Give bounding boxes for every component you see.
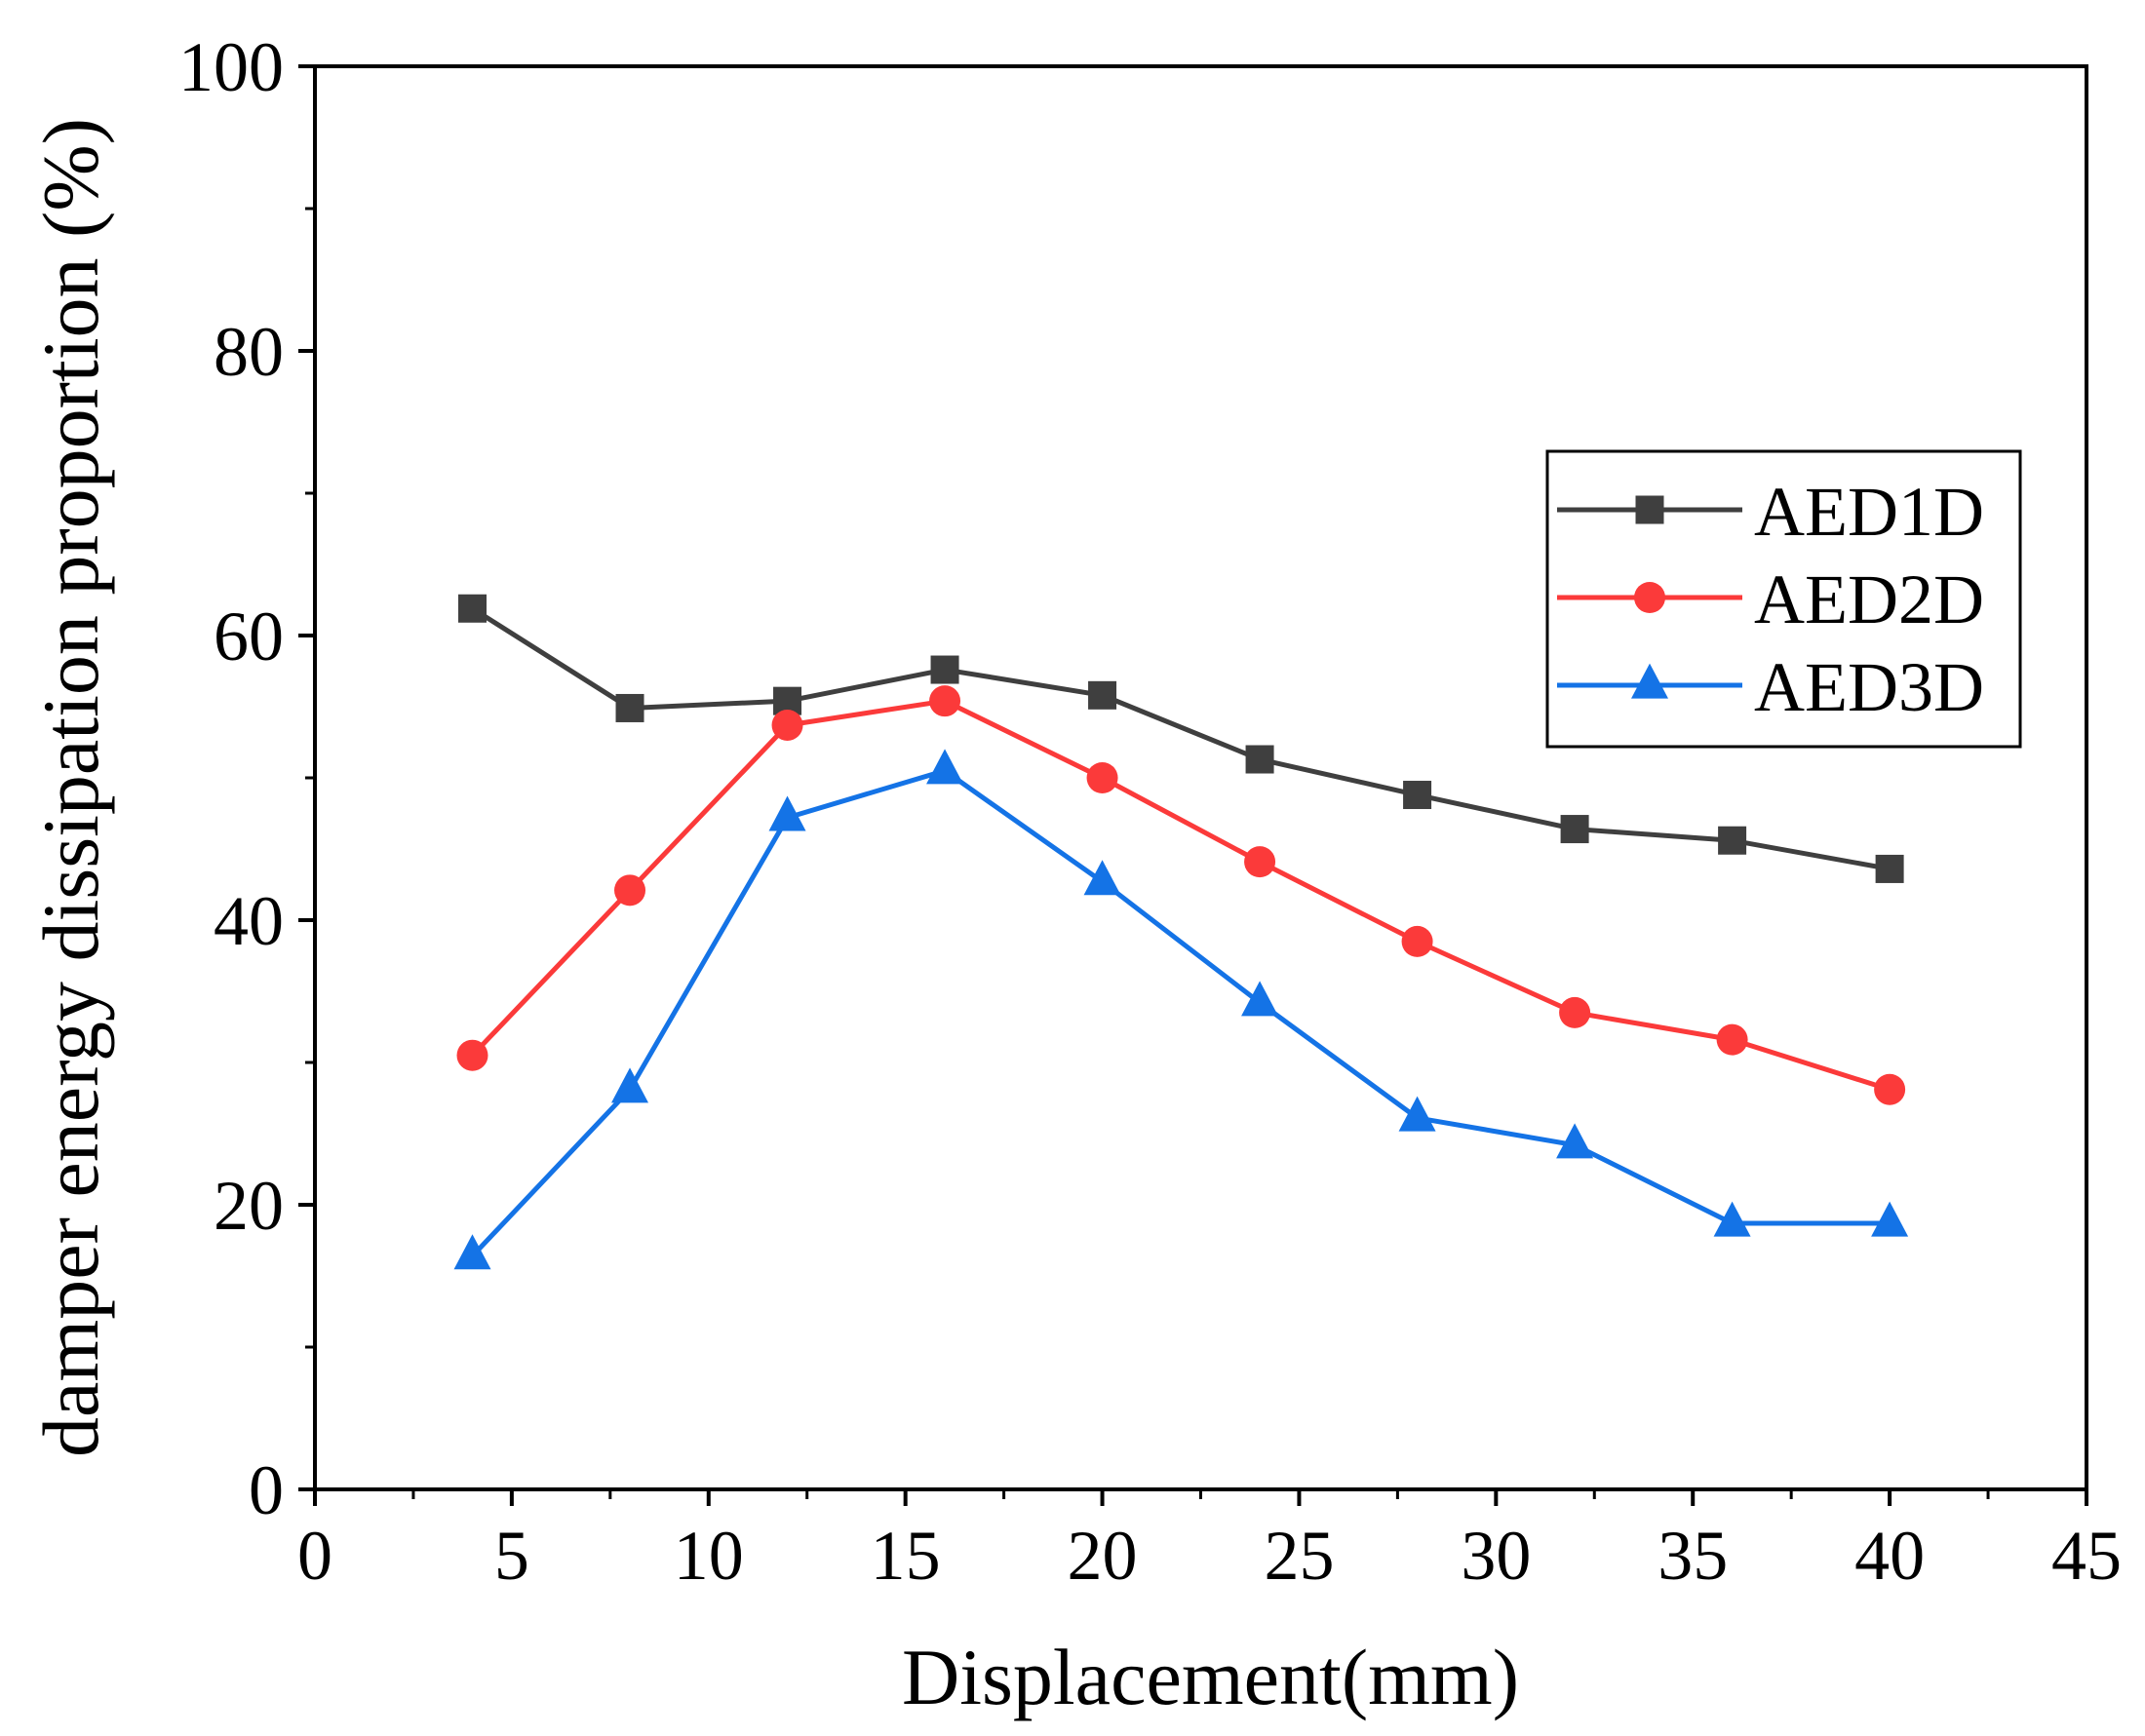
plot-frame [313,64,2088,1491]
series-aed3d [453,749,1909,1270]
x-tick-label: 10 [674,1517,744,1595]
legend-label: AED3D [1754,648,1984,726]
data-point-aed1d-7 [1560,815,1589,844]
legend-marker [1635,495,1664,524]
y-axis-title: damper energy dissipation proportion (%) [26,118,115,1457]
x-axis-title: Displacement(mm) [902,1633,1519,1721]
x-tick-label: 40 [1854,1517,1925,1595]
y-tick-label: 0 [249,1451,284,1529]
legend-item-aed2d: AED2D [1557,560,1984,638]
data-point-aed3d-8 [1713,1201,1751,1237]
data-point-aed2d-4 [1086,762,1118,793]
x-tick-label: 25 [1264,1517,1334,1595]
legend-marker [1631,663,1668,699]
data-point-aed3d-3 [926,749,964,785]
legend-item-aed1d: AED1D [1557,473,1984,551]
legend-marker [1634,582,1665,613]
y-tick-label: 60 [214,598,284,675]
chart-marks [453,594,1909,1270]
data-point-aed1d-6 [1403,781,1432,810]
data-point-aed2d-9 [1874,1073,1906,1105]
data-point-aed2d-6 [1401,925,1433,957]
data-point-aed3d-2 [768,795,806,831]
data-point-aed2d-0 [456,1039,488,1071]
data-point-aed3d-0 [453,1234,491,1270]
data-point-aed2d-7 [1559,996,1591,1028]
data-point-aed3d-7 [1556,1123,1594,1159]
x-tick-label: 15 [871,1517,941,1595]
x-tick-label: 20 [1068,1517,1138,1595]
data-point-aed1d-4 [1088,680,1117,710]
series-aed1d [458,594,1904,883]
legend-label: AED2D [1754,560,1984,638]
y-tick-label: 40 [214,882,284,960]
x-tick-label: 45 [2051,1517,2122,1595]
plot-border [313,64,2088,1491]
x-tick-label: 30 [1461,1517,1531,1595]
series-line-aed2d [470,698,1891,1093]
axis-ticks: 0 5 10 15 20 25 30 35 40 45 0 20 40 60 80 100 [178,28,2122,1595]
y-tick-label: 80 [214,313,284,391]
data-point-aed1d-1 [615,693,644,722]
legend-label: AED1D [1754,473,1984,551]
data-point-aed3d-5 [1241,981,1279,1017]
data-point-aed1d-9 [1875,854,1904,883]
data-point-aed2d-5 [1244,846,1276,878]
data-point-aed3d-1 [611,1067,649,1103]
legend-item-aed3d: AED3D [1557,648,1984,726]
series-line-aed3d [470,768,1891,1258]
data-point-aed1d-0 [458,594,488,623]
data-point-aed3d-9 [1871,1201,1909,1237]
data-point-aed3d-4 [1083,860,1121,896]
data-point-aed1d-8 [1718,826,1747,855]
data-point-aed2d-2 [771,709,803,741]
data-point-aed3d-6 [1398,1096,1436,1132]
data-point-aed2d-3 [929,685,961,717]
data-point-aed1d-5 [1245,745,1274,774]
data-point-aed2d-8 [1716,1023,1748,1056]
series-line-aed1d [471,606,1891,871]
x-tick-label: 0 [297,1517,332,1595]
series-aed2d [456,685,1906,1105]
y-tick-label: 100 [178,28,284,106]
x-tick-label: 35 [1658,1517,1728,1595]
data-point-aed2d-1 [614,874,646,907]
x-tick-label: 5 [494,1517,529,1595]
data-point-aed1d-3 [930,655,959,684]
y-tick-label: 20 [214,1167,284,1245]
legend: AED1D AED2D AED3D [1545,449,2022,749]
